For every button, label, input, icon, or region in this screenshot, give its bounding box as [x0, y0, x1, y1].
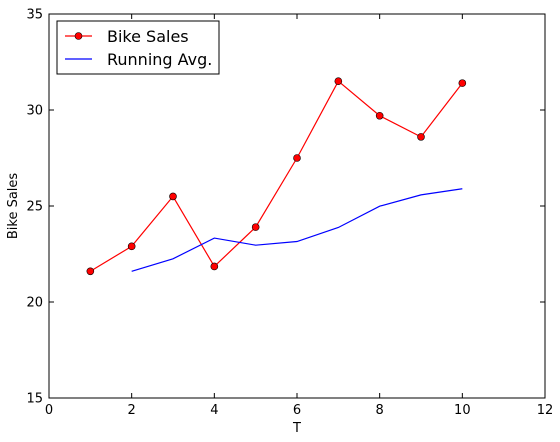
legend-label-bike-sales: Bike Sales — [107, 27, 189, 46]
y-tick-label: 20 — [26, 296, 43, 311]
legend: Bike Sales Running Avg. — [56, 20, 220, 75]
x-tick-label: 8 — [376, 403, 384, 418]
x-tick-label: 2 — [128, 403, 136, 418]
data-point — [251, 223, 260, 231]
legend-label-running-avg: Running Avg. — [107, 50, 212, 69]
x-tick-label: 10 — [454, 403, 471, 418]
x-axis-label: T — [292, 421, 301, 436]
x-tick-label: 12 — [537, 403, 554, 418]
data-point — [458, 79, 467, 87]
series-line-0 — [90, 80, 463, 272]
data-point — [86, 267, 95, 276]
x-tick-label: 6 — [293, 403, 301, 418]
data-point — [375, 111, 384, 120]
data-point — [417, 133, 425, 141]
data-point — [210, 262, 219, 271]
legend-box — [56, 20, 220, 75]
data-point — [293, 154, 301, 162]
y-tick-label: 25 — [26, 200, 43, 215]
data-point — [334, 77, 343, 85]
plot-area — [86, 77, 467, 276]
y-tick-label: 35 — [26, 8, 43, 23]
x-tick-label: 4 — [210, 403, 218, 418]
legend-marker-bike-sales — [74, 32, 83, 40]
data-point — [127, 242, 136, 251]
data-point — [169, 192, 177, 201]
y-axis-label: Bike Sales — [6, 173, 21, 240]
series-line-1 — [131, 188, 463, 272]
axes: 0 2 4 6 8 10 12 15 20 25 30 35 — [26, 8, 553, 419]
y-tick-label: 30 — [26, 104, 43, 119]
y-tick-label: 15 — [26, 392, 43, 407]
x-tick-label: 0 — [45, 403, 53, 418]
